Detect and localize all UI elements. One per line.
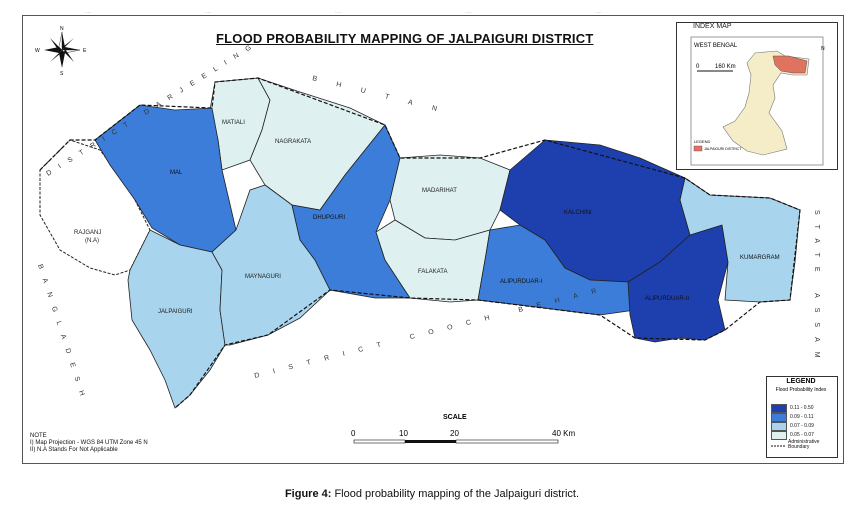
index-state-shape xyxy=(722,50,810,156)
compass-e-label: E xyxy=(83,48,87,54)
index-map: WEST BENGAL 0 160 Km N LEGEND JALPAIGURI… xyxy=(676,22,838,170)
legend-swatch xyxy=(771,430,787,440)
map-title: FLOOD PROBABILITY MAPPING OF JALPAIGURI … xyxy=(216,31,594,46)
block-label: RAJGANJ xyxy=(74,230,101,236)
legend-item: 0.09 - 0.11 xyxy=(771,412,814,422)
note-line: II) N.A Stands For Not Applicable xyxy=(30,447,118,453)
caption-text: Flood probability mapping of the Jalpaig… xyxy=(331,488,580,500)
legend-swatch xyxy=(771,421,787,431)
index-jalpaiguri-shape xyxy=(772,55,808,74)
legend-swatch xyxy=(771,403,787,413)
boundary-label: BANGLADESH xyxy=(36,263,88,406)
legend-item: 0.05 - 0.07 xyxy=(771,430,814,440)
block-label: MATIALI xyxy=(222,120,245,126)
legend-title: LEGEND xyxy=(786,378,816,385)
index-map-title: INDEX MAP xyxy=(693,23,732,30)
block-label: KALCHINI xyxy=(564,210,592,216)
legend-item: 0.11 - 0.50 xyxy=(771,403,814,413)
boundary-label: STATE ASSAM xyxy=(813,210,820,368)
block-label: MADARIHAT xyxy=(422,188,457,194)
region-maynaguri xyxy=(211,184,331,346)
index-legend-title: LEGEND xyxy=(694,139,711,144)
compass-w-label: W xyxy=(35,48,40,54)
block-label: MAL xyxy=(170,170,183,176)
coord-label: ····· xyxy=(595,10,602,15)
caption-label: Figure 4: xyxy=(284,488,332,500)
coord-label: ····· xyxy=(205,10,212,15)
index-north-label: N xyxy=(821,46,825,52)
district-boundary xyxy=(39,77,801,409)
block-label: NAGRAKATA xyxy=(275,139,311,145)
block-label: (N.A) xyxy=(85,238,99,244)
scale-tick: 20 xyxy=(450,429,459,438)
index-legend-item: JALPAIGURI DISTRICT xyxy=(704,147,742,151)
scale-title: SCALE xyxy=(443,414,467,421)
coord-label: ····· xyxy=(335,10,342,15)
compass-n-label: N xyxy=(60,26,64,32)
region-madarihat xyxy=(389,154,511,241)
index-scale-zero: 0 xyxy=(696,64,700,70)
note-line: NOTE xyxy=(30,433,47,439)
compass-s-label: S xyxy=(60,71,64,77)
block-label: DHUPGURI xyxy=(313,215,345,221)
block-label: ALIPURDUAR-I xyxy=(500,279,543,285)
legend-item: Administrative Boundary xyxy=(771,440,828,450)
figure-caption: Figure 4: Flood probability mapping of t… xyxy=(0,488,864,500)
scale-tick: 10 xyxy=(399,429,408,438)
coord-label: ····· xyxy=(85,10,92,15)
coord-label: ····· xyxy=(465,10,472,15)
region-jalpaiguri xyxy=(127,229,226,409)
index-state-label: WEST BENGAL xyxy=(694,43,738,49)
block-label: FALAKATA xyxy=(418,269,447,275)
block-label: ALIPURDUAR-II xyxy=(645,296,689,302)
legend-subtitle: Flood Probability Index xyxy=(775,387,827,393)
legend-swatch xyxy=(771,412,787,422)
scale-tick: 40 Km xyxy=(552,429,575,438)
block-label: JALPAIGURI xyxy=(158,309,193,315)
index-scale-label: 160 Km xyxy=(715,64,736,70)
map-notes: NOTE I) Map Projection - WGS 84 UTM Zone… xyxy=(30,433,148,454)
legend-item: 0.07 - 0.09 xyxy=(771,421,814,431)
note-line: I) Map Projection - WGS 84 UTM Zone 45 N xyxy=(30,440,148,446)
boundary-symbol-icon xyxy=(771,445,785,446)
scale-tick: 0 xyxy=(351,429,356,438)
compass-rose: N S E W xyxy=(35,26,87,77)
scale-bar: 0 10 20 40 Km xyxy=(351,429,575,444)
block-label: MAYNAGURI xyxy=(245,274,281,280)
block-label: KUMARGRAM xyxy=(740,255,780,261)
